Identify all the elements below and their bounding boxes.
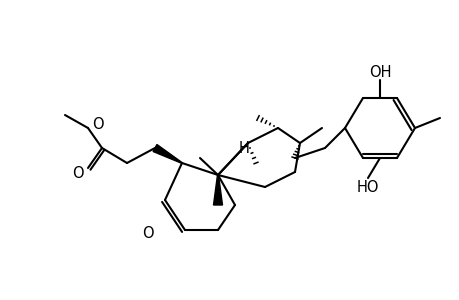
Polygon shape (153, 145, 182, 163)
Text: HO: HO (356, 181, 378, 196)
Text: O: O (92, 116, 104, 131)
Text: O: O (72, 166, 84, 181)
Text: H: H (238, 140, 249, 155)
Text: O: O (142, 226, 153, 241)
Polygon shape (213, 175, 222, 205)
Text: OH: OH (368, 64, 391, 80)
